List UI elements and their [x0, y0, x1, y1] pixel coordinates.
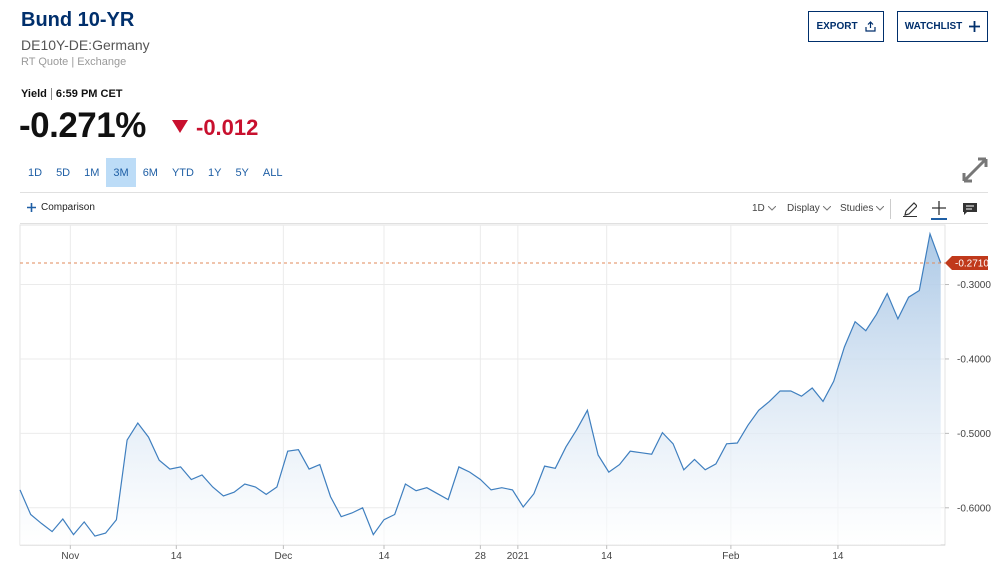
- quote-source: RT Quote | Exchange: [21, 56, 127, 68]
- last-price-tag: [945, 255, 988, 270]
- range-option[interactable]: 6M: [142, 166, 158, 179]
- studies-label: Studies: [840, 203, 874, 214]
- export-icon: [864, 21, 876, 32]
- range-option[interactable]: YTD: [171, 166, 194, 179]
- crosshair-icon[interactable]: [931, 200, 947, 220]
- plus-icon: [27, 203, 36, 212]
- x-tick-label: Nov: [61, 551, 79, 562]
- status-line: Yield 6:59 PM CET: [21, 88, 123, 100]
- range-selector: 1D 5D 1M 3M 6M YTD 1Y 5Y ALL: [21, 158, 289, 187]
- export-button[interactable]: EXPORT: [808, 11, 884, 42]
- expand-icon[interactable]: [962, 157, 988, 183]
- studies-dropdown[interactable]: Studies: [840, 203, 885, 214]
- chart-toolbar: [20, 192, 988, 224]
- symbol: DE10Y-DE:Germany: [21, 37, 150, 53]
- x-tick-label: 14: [378, 551, 390, 562]
- price-change: -0.012: [196, 115, 259, 140]
- range-option[interactable]: 1Y: [207, 166, 222, 179]
- down-arrow: [172, 120, 188, 133]
- news-icon[interactable]: [963, 203, 977, 215]
- range-option[interactable]: 1M: [84, 166, 100, 179]
- range-option[interactable]: 5D: [56, 166, 71, 179]
- x-tick-label: 14: [832, 551, 844, 562]
- chevron: [876, 206, 885, 211]
- range-option[interactable]: 3M: [106, 158, 136, 187]
- price: -0.271%: [19, 106, 146, 145]
- x-tick-label: 2021: [507, 551, 530, 562]
- range-option[interactable]: 1D: [28, 166, 43, 179]
- export-label: EXPORT: [816, 21, 858, 32]
- y-tick-label: -0.4000: [957, 354, 991, 365]
- instrument-title: Bund 10-YR: [21, 9, 135, 31]
- watchlist-button[interactable]: WATCHLIST: [897, 11, 988, 42]
- status-time: 6:59 PM CET: [50, 88, 123, 100]
- chart: -0.3000 -0.4000 -0.5000 -0.6000 Nov 14 Dec 14 28…: [19, 224, 991, 562]
- x-tick-label: Feb: [722, 551, 740, 562]
- y-tick-label: -0.6000: [957, 503, 991, 514]
- y-tick-label: -0.5000: [957, 429, 991, 440]
- x-tick-label: 14: [601, 551, 613, 562]
- display-label: Display: [787, 203, 820, 214]
- price-line: [19, 231, 942, 537]
- y-tick-label: -0.3000: [957, 280, 991, 291]
- x-tick-label: 14: [171, 551, 183, 562]
- range-option[interactable]: ALL: [262, 166, 283, 179]
- comparison-button[interactable]: Comparison: [27, 202, 95, 213]
- interval-dropdown[interactable]: 1D: [752, 203, 776, 214]
- x-tick-label: Dec: [274, 551, 292, 562]
- status-label: Yield: [21, 88, 47, 100]
- display-dropdown[interactable]: Display: [787, 203, 831, 214]
- watchlist-label: WATCHLIST: [904, 21, 963, 32]
- draw-icon[interactable]: [903, 201, 917, 217]
- chevron: [767, 206, 776, 211]
- last-price-label: -0.2710: [955, 258, 989, 269]
- range-option[interactable]: 5Y: [235, 166, 249, 179]
- x-tick-label: 28: [475, 551, 487, 562]
- comparison-label: Comparison: [41, 202, 95, 213]
- toolbar-divider: [890, 199, 891, 219]
- chevron: [822, 206, 831, 211]
- interval-label: 1D: [752, 203, 765, 214]
- plus-icon: [969, 21, 981, 32]
